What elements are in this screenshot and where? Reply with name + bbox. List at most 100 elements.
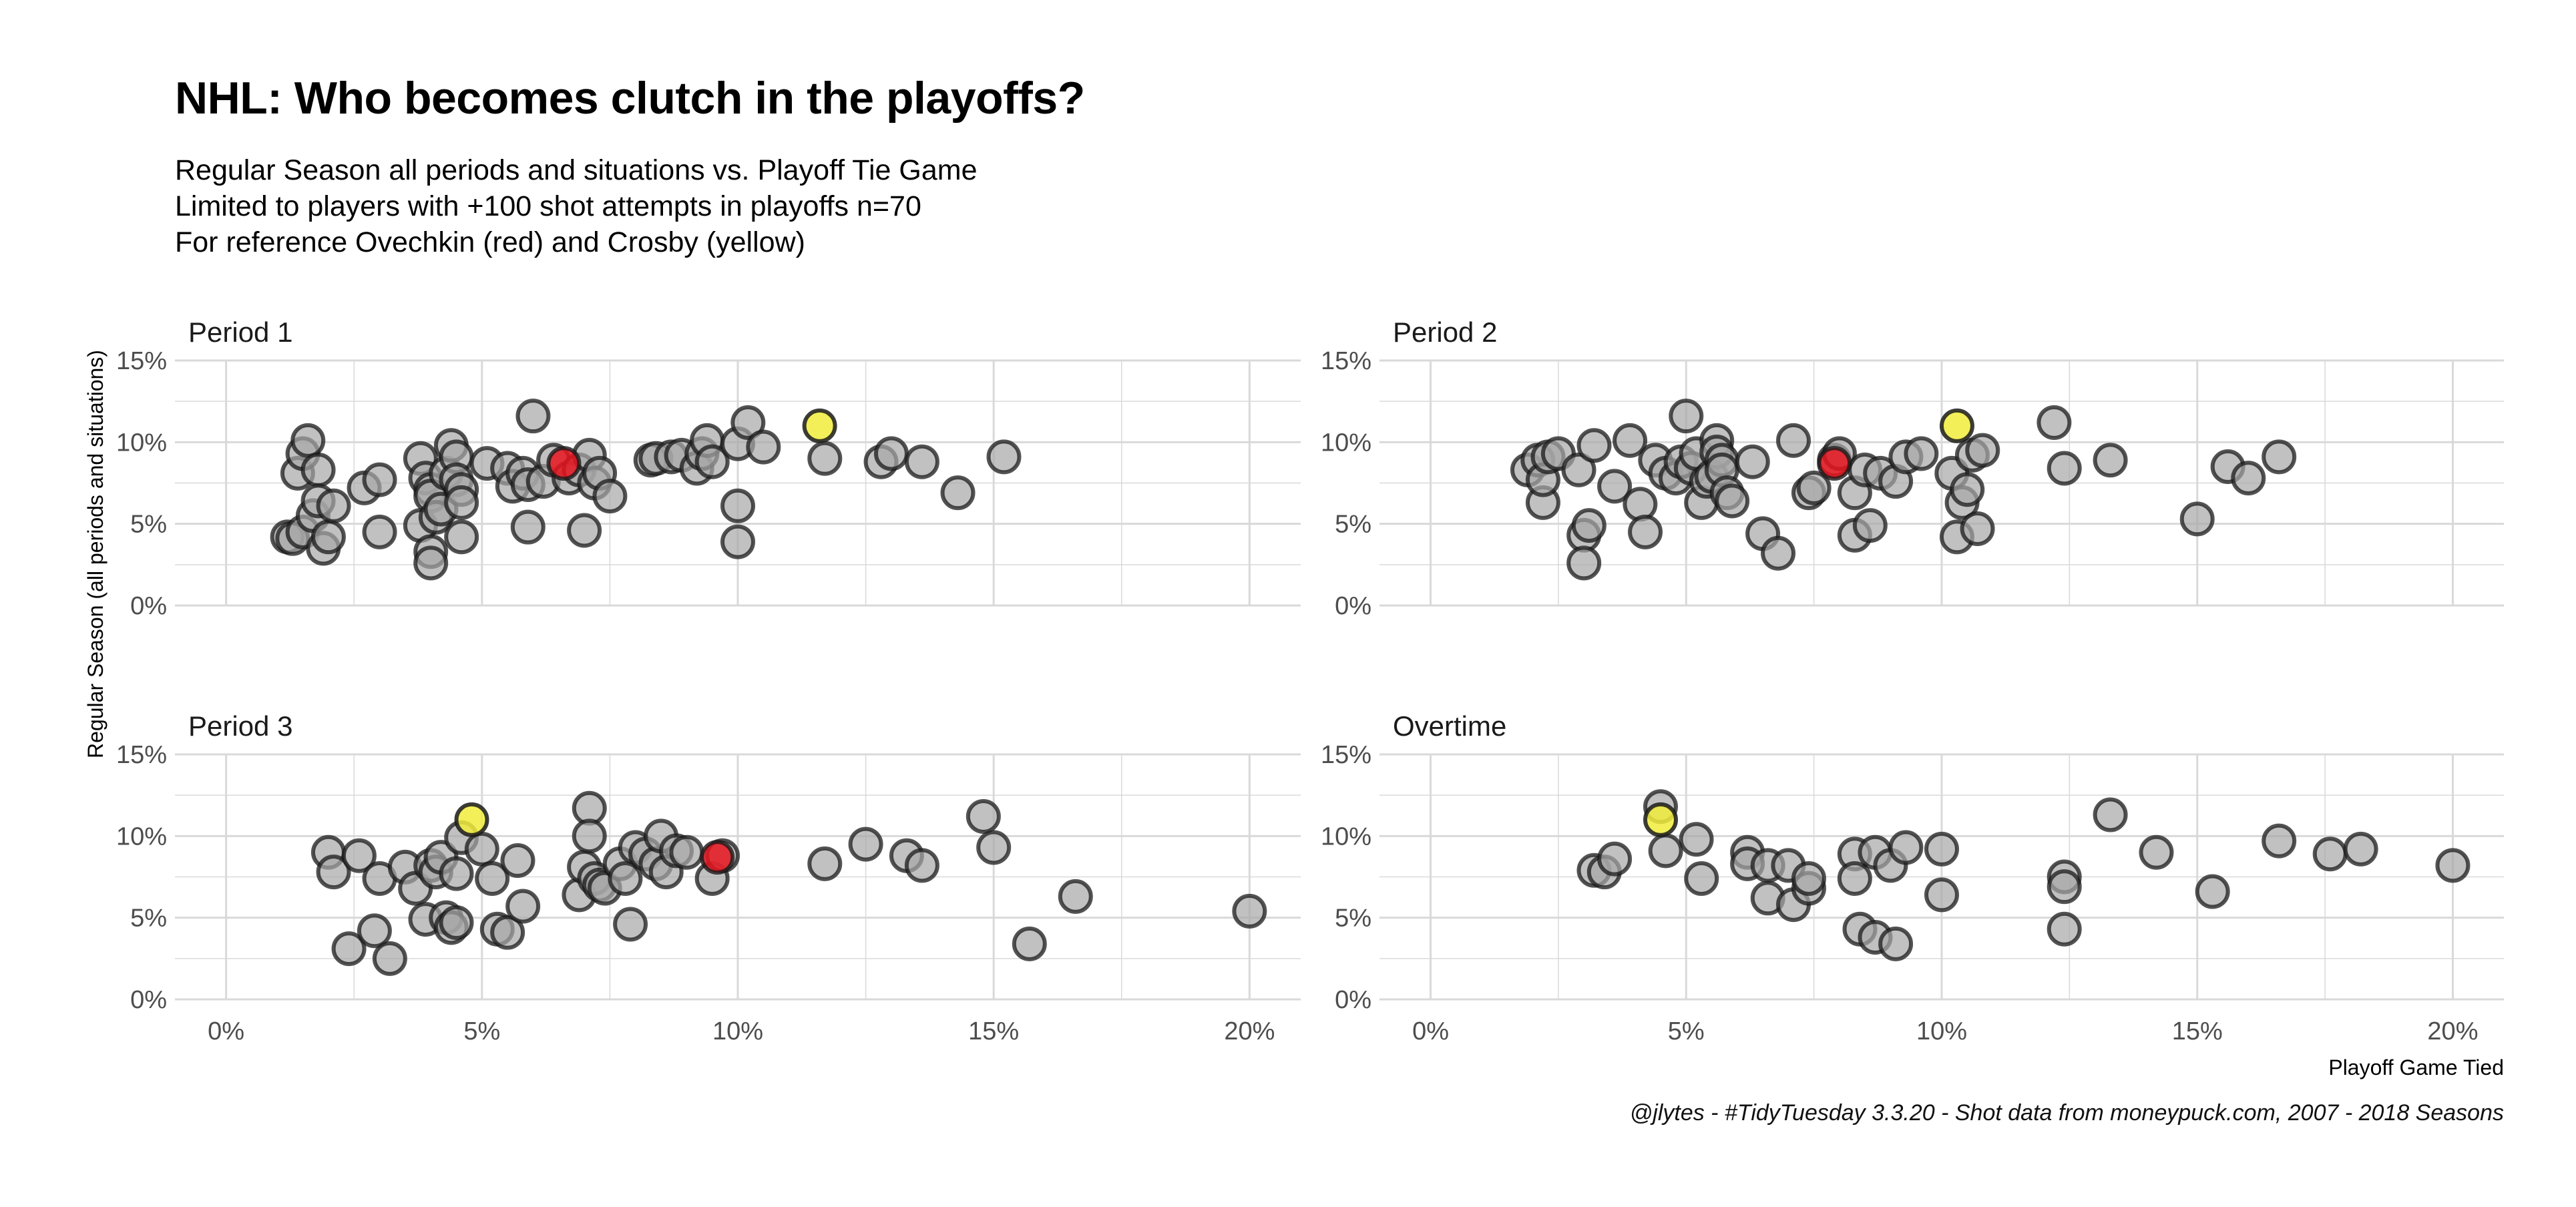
x-tick-label: 5% (463, 1017, 500, 1045)
data-point (2047, 451, 2082, 486)
y-tick-label: 15% (116, 741, 167, 769)
x-tick-label: 20% (2427, 1017, 2478, 1045)
x-tick-label: 10% (1916, 1017, 1967, 1045)
data-point (2179, 501, 2215, 537)
data-point (372, 941, 407, 976)
data-point (515, 399, 551, 434)
subtitle-line-1: Regular Season all periods and situation… (175, 154, 978, 186)
data-point (1561, 452, 1596, 487)
data-point (1715, 483, 1750, 519)
data-point (608, 861, 643, 896)
y-tick-label: 0% (130, 986, 167, 1014)
data-point (362, 462, 397, 497)
x-tick-label: 10% (712, 1017, 763, 1045)
data-point (904, 444, 939, 479)
data-point (1648, 833, 1683, 869)
x-axis-title: Playoff Game Tied (2328, 1055, 2504, 1079)
data-point (1924, 831, 1959, 867)
panel-title: Period 2 (1393, 316, 1497, 348)
data-point (2343, 831, 2378, 867)
x-tick-label: 0% (1412, 1017, 1449, 1045)
data-point (510, 509, 546, 545)
data-point (2312, 836, 2348, 872)
data-point (572, 818, 607, 854)
data-point (1058, 879, 1093, 914)
data-point (965, 798, 1001, 834)
data-point (1566, 545, 1602, 581)
data-point (669, 834, 704, 870)
y-tick-label: 5% (1335, 511, 1371, 539)
data-point (1924, 877, 1959, 913)
y-tick-label: 15% (116, 347, 167, 375)
data-point (362, 514, 397, 549)
data-point (439, 905, 474, 941)
data-point (1950, 472, 1985, 507)
data-point (807, 846, 843, 881)
crosby-point (1939, 408, 1974, 443)
data-point (1623, 487, 1658, 522)
data-point (1761, 535, 1796, 571)
data-point (1669, 399, 1704, 434)
data-point (2195, 874, 2230, 909)
x-tick-label: 0% (208, 1017, 244, 1045)
data-point (1776, 423, 1811, 458)
y-tick-label: 10% (1321, 429, 1371, 457)
data-point (976, 830, 1012, 865)
panel-title: Period 1 (188, 316, 292, 348)
data-point (613, 907, 648, 942)
y-axis-title: Regular Season (all periods and situatio… (83, 350, 108, 758)
data-point (1960, 511, 1995, 547)
data-point (2047, 869, 2082, 905)
data-point (490, 915, 525, 950)
data-point (730, 405, 766, 440)
y-tick-label: 15% (1321, 741, 1371, 769)
data-point (2435, 848, 2471, 883)
y-tick-label: 10% (1321, 822, 1371, 851)
chart-title: NHL: Who becomes clutch in the playoffs? (175, 73, 1085, 124)
data-point (1597, 841, 1633, 877)
subtitle-line-3: For reference Ovechkin (red) and Crosby … (175, 226, 805, 258)
data-point (1904, 436, 1939, 471)
data-point (1576, 428, 1612, 463)
data-point (567, 513, 602, 548)
data-point (444, 485, 479, 520)
data-point (413, 545, 449, 581)
data-point (746, 429, 781, 465)
y-tick-label: 10% (116, 429, 167, 457)
data-point (2262, 439, 2297, 475)
ovechkin-point (700, 840, 735, 875)
data-point (986, 439, 1022, 475)
crosby-point (1643, 802, 1678, 837)
data-point (357, 913, 392, 949)
subtitle-line-2: Limited to players with +100 shot attemp… (175, 190, 921, 222)
data-point (1012, 926, 1047, 961)
data-point (1888, 830, 1924, 865)
data-point (1684, 861, 1719, 896)
data-point (1735, 444, 1770, 479)
data-point (1232, 893, 1267, 929)
y-tick-label: 5% (130, 905, 167, 933)
data-point (2036, 405, 2072, 440)
data-point (310, 519, 346, 555)
y-tick-label: 0% (1335, 986, 1371, 1014)
data-point (464, 831, 499, 867)
chart-caption: @jlytes - #TidyTuesday 3.3.20 - Shot dat… (1629, 1100, 2504, 1126)
data-point (694, 444, 730, 479)
data-point (1679, 822, 1714, 857)
data-point (1613, 423, 1648, 458)
data-point (2139, 834, 2174, 870)
data-point (500, 843, 535, 879)
data-point (1837, 861, 1872, 896)
data-point (1597, 469, 1633, 504)
data-point (1965, 433, 2000, 468)
x-tick-label: 15% (2172, 1017, 2223, 1045)
data-point (2093, 443, 2128, 478)
ovechkin-point (1817, 446, 1852, 481)
data-point (592, 479, 628, 514)
y-tick-label: 15% (1321, 347, 1371, 375)
data-point (1796, 470, 1832, 505)
data-point (2093, 797, 2128, 832)
data-point (1878, 926, 1914, 961)
x-tick-label: 20% (1224, 1017, 1275, 1045)
data-point (2047, 911, 2082, 947)
